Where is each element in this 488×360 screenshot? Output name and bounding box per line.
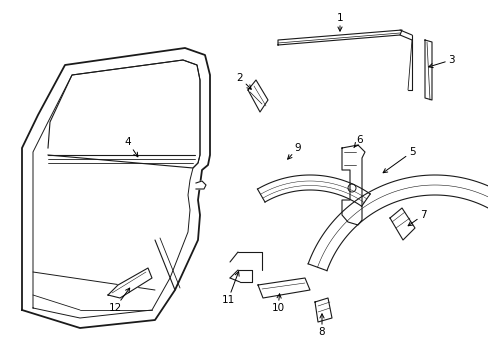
Text: 10: 10 — [271, 294, 284, 313]
Polygon shape — [257, 175, 369, 206]
Polygon shape — [341, 145, 364, 225]
Text: 9: 9 — [287, 143, 301, 159]
Text: 3: 3 — [428, 55, 454, 68]
Text: 5: 5 — [383, 147, 414, 173]
Text: 1: 1 — [336, 13, 343, 31]
Text: 6: 6 — [353, 135, 363, 148]
Polygon shape — [247, 80, 267, 112]
Text: 2: 2 — [236, 73, 251, 89]
Polygon shape — [424, 40, 431, 100]
Text: 8: 8 — [318, 314, 325, 337]
Polygon shape — [196, 181, 205, 189]
Text: 11: 11 — [221, 271, 239, 305]
Polygon shape — [108, 268, 152, 298]
Polygon shape — [307, 175, 488, 271]
Polygon shape — [278, 30, 401, 45]
Polygon shape — [389, 208, 414, 240]
Text: 12: 12 — [108, 288, 129, 313]
Text: 4: 4 — [124, 137, 138, 157]
Polygon shape — [22, 48, 209, 328]
Polygon shape — [258, 278, 309, 298]
Text: 7: 7 — [407, 210, 426, 226]
Polygon shape — [314, 298, 331, 322]
